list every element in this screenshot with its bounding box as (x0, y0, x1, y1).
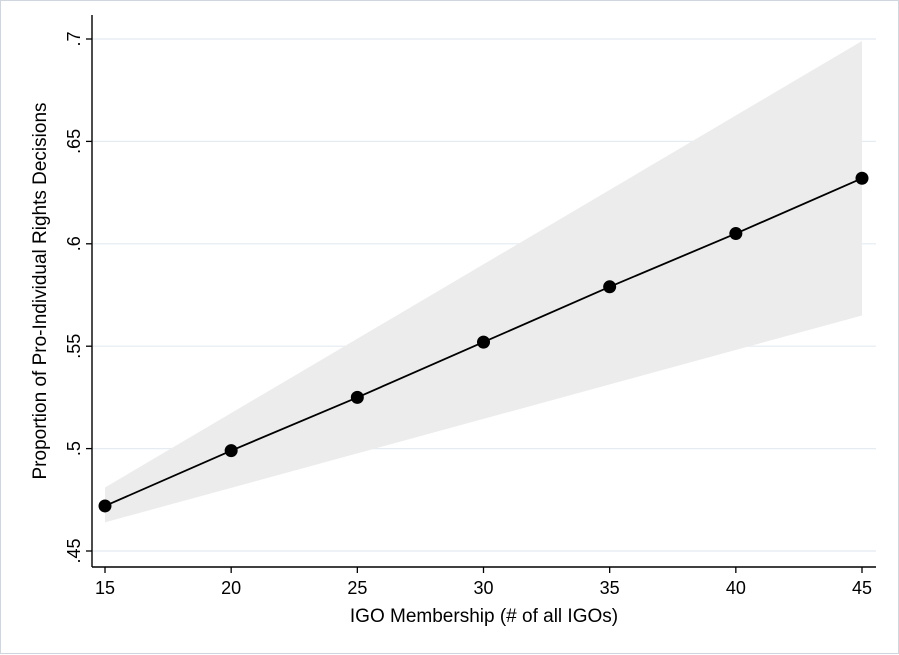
x-tick-label-3: 30 (473, 578, 493, 598)
y-tick-label-5: .7 (64, 31, 84, 46)
x-tick-label-4: 35 (600, 578, 620, 598)
y-tick-label-0: .45 (64, 538, 84, 563)
data-point-6 (855, 171, 869, 185)
axes: .45 .5 .55 .6 .65 .7 15 20 25 30 35 40 45 (64, 15, 876, 598)
y-axis-title: Proportion of Pro-Individual Rights Deci… (30, 102, 51, 479)
data-point-2 (350, 390, 364, 404)
data-point-3 (477, 335, 490, 349)
x-tick-label-6: 45 (852, 578, 872, 598)
y-tick-label-3: .6 (64, 236, 84, 251)
x-tick-label-2: 25 (347, 578, 367, 598)
x-tick-label-5: 40 (726, 578, 746, 598)
x-axis-title: IGO Membership (# of all IGOs) (350, 606, 618, 627)
y-tick-label-1: .5 (64, 441, 84, 456)
series-group (98, 171, 869, 513)
data-point-1 (224, 444, 238, 458)
x-tick-label-0: 15 (95, 578, 115, 598)
data-point-5 (729, 227, 743, 241)
confidence-band (105, 41, 862, 523)
x-tick-label-1: 20 (221, 578, 241, 598)
data-point-0 (98, 499, 112, 513)
confidence-band-group (105, 41, 862, 523)
y-tick-label-4: .65 (64, 129, 84, 154)
data-point-4 (603, 280, 617, 294)
y-tick-label-2: .55 (64, 334, 84, 359)
labels-group: IGO Membership (# of all IGOs) Proportio… (30, 102, 618, 627)
